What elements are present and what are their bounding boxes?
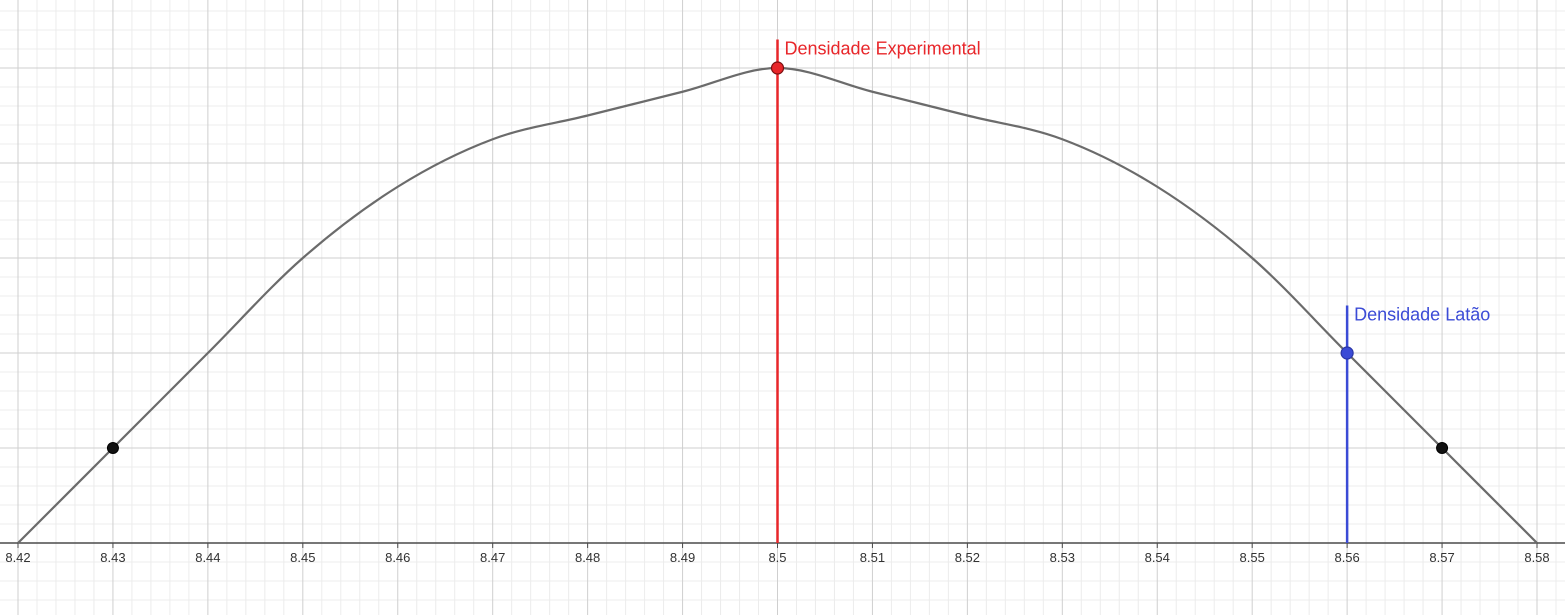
- marker-point: [1340, 346, 1354, 360]
- marker-labels: Densidade Experimental Densidade Latão: [785, 39, 1491, 325]
- x-tick-label: 8.52: [955, 550, 980, 565]
- x-tick-label: 8.47: [480, 550, 505, 565]
- x-tick-label: 8.58: [1524, 550, 1549, 565]
- x-tick-label: 8.57: [1429, 550, 1454, 565]
- x-tick-label: 8.49: [670, 550, 695, 565]
- x-tick-label: 8.55: [1240, 550, 1265, 565]
- marker-label: Densidade Experimental: [785, 39, 981, 59]
- x-tick-label: 8.45: [290, 550, 315, 565]
- x-tick-label: 8.42: [5, 550, 30, 565]
- x-tick-labels: 8.42 8.43 8.44 8.45 8.46 8.47 8.48 8.49 8.5 8.51 8…: [5, 543, 1550, 565]
- x-tick-label: 8.46: [385, 550, 410, 565]
- x-tick-label: 8.54: [1145, 550, 1170, 565]
- x-tick-label: 8.56: [1334, 550, 1359, 565]
- x-tick-label: 8.53: [1050, 550, 1075, 565]
- x-tick-label: 8.43: [100, 550, 125, 565]
- marker-lines: [776, 39, 1349, 543]
- data-point: [1436, 442, 1449, 454]
- marker-label: Densidade Latão: [1354, 305, 1490, 325]
- x-tick-label: 8.48: [575, 550, 600, 565]
- data-points: [106, 61, 1449, 454]
- x-tick-label: 8.44: [195, 550, 220, 565]
- marker-point: [770, 61, 785, 75]
- data-point: [106, 442, 119, 454]
- x-tick-label: 8.5: [768, 550, 786, 565]
- x-tick-label: 8.51: [860, 550, 885, 565]
